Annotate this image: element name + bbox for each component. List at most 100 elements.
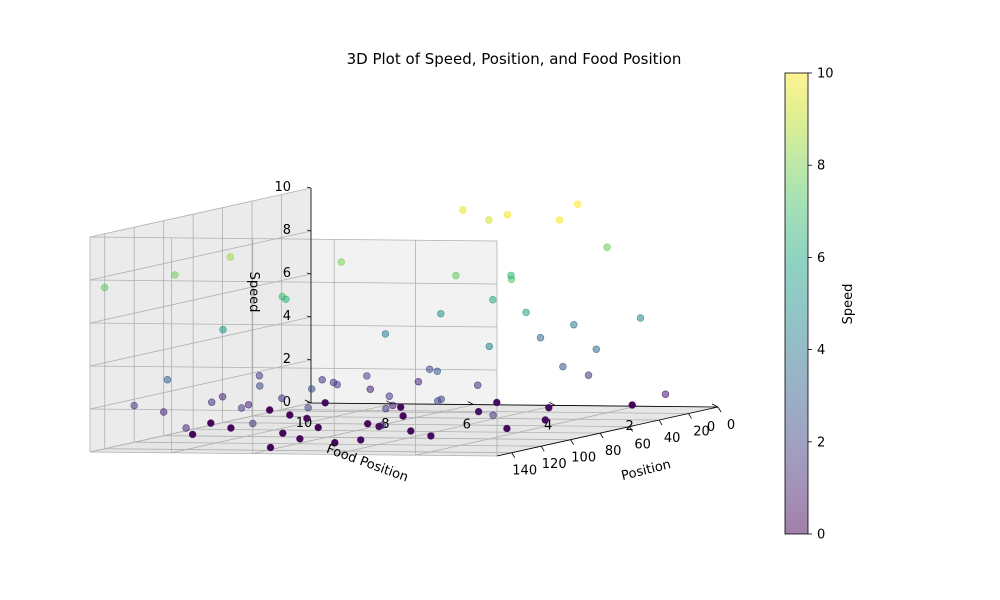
scatter-point	[389, 401, 397, 410]
scatter-point	[318, 376, 326, 384]
x-tick-mark	[570, 439, 575, 445]
scatter-point	[545, 404, 553, 412]
z-tick-label: 0	[283, 395, 291, 410]
y-tick-label: 6	[463, 418, 471, 433]
scatter-point	[256, 382, 264, 390]
scatter-point	[570, 321, 578, 329]
scatter-point	[171, 271, 179, 279]
scatter-point	[366, 385, 374, 393]
gridline-z-left	[89, 279, 498, 285]
scatter-point	[636, 314, 645, 322]
scatter-point	[592, 345, 600, 353]
scatter-point	[507, 271, 515, 280]
scatter-point	[182, 424, 190, 432]
scatter-point	[304, 404, 312, 412]
scatter-point	[188, 430, 197, 439]
x-tick-mark	[658, 419, 663, 426]
scatter-point	[337, 258, 345, 266]
scatter-point	[536, 334, 545, 342]
gridline-x-floor	[222, 422, 630, 427]
scatter-point	[278, 394, 286, 402]
scatter-point	[382, 404, 390, 413]
scatter-point	[279, 429, 287, 437]
scatter-point	[363, 372, 371, 380]
x-tick-mark	[599, 432, 604, 439]
scatter-point	[489, 296, 497, 304]
colorbar: 0 2 4 6 8 10 Speed	[784, 67, 856, 543]
scatter-point	[474, 407, 483, 416]
scatter-point	[303, 414, 311, 423]
scatter-point	[219, 325, 227, 334]
scatter-point	[218, 393, 227, 401]
colorbar-tick-label: 2	[817, 435, 825, 450]
z-tick-label: 6	[283, 266, 291, 281]
x-tick-mark	[540, 445, 545, 452]
x-tick-mark	[688, 413, 692, 419]
gridline-z-left	[89, 236, 498, 242]
scatter-point	[266, 443, 275, 452]
scatter-point	[628, 401, 636, 409]
scatter-point	[459, 206, 467, 214]
gridline-x-floor	[252, 415, 660, 421]
colorbar-label: Speed	[841, 284, 856, 325]
scatter-point	[266, 406, 274, 414]
x-tick-label: 140	[512, 464, 537, 479]
pane-floor	[90, 403, 718, 456]
axes-panes	[90, 188, 718, 456]
z-tick-mark	[306, 229, 312, 232]
scatter-point	[493, 398, 501, 407]
scatter-point	[237, 404, 246, 412]
z-tick-label: 10	[274, 180, 291, 195]
scatter-point	[427, 432, 435, 440]
scatter-point	[555, 216, 564, 224]
scatter-point	[130, 401, 138, 410]
scatter-point	[244, 401, 253, 409]
gridline-y-floor	[334, 405, 556, 455]
colorbar-tick-label: 4	[817, 343, 825, 358]
scatter-point	[314, 423, 322, 432]
gridline-x-floor	[104, 448, 512, 454]
x-axis-label: Position	[620, 457, 673, 484]
scatter-point	[100, 283, 109, 292]
axes-lines	[310, 188, 719, 457]
x-tick-mark	[717, 406, 722, 413]
scatter-point	[381, 330, 390, 338]
scatter-point	[425, 365, 434, 373]
scatter-point	[226, 253, 235, 261]
scatter-point	[503, 211, 512, 219]
gridline-x-floor	[281, 409, 689, 414]
z-tick-label: 8	[283, 223, 291, 238]
scatter-point	[282, 295, 290, 303]
scatter-point	[249, 419, 257, 428]
scatter-point	[160, 408, 168, 416]
z-tick-mark	[306, 186, 312, 189]
x-tick-label: 0	[727, 418, 735, 433]
scatter-points	[100, 200, 670, 452]
gridline-z-left	[89, 322, 498, 328]
scatter-point	[163, 376, 172, 384]
scatter-point	[474, 381, 482, 389]
scatter-point	[503, 424, 511, 433]
x-tick-label: 80	[605, 444, 622, 459]
z-tick-mark	[306, 401, 312, 404]
axis-ticks: 02040608010012014002468100246810	[274, 180, 735, 479]
scatter-point	[255, 372, 264, 380]
scatter-point	[407, 427, 415, 435]
x-tick-label: 40	[664, 431, 681, 446]
scatter-point	[227, 424, 235, 432]
colorbar-tick-label: 8	[817, 159, 825, 174]
z-tick-label: 4	[283, 309, 291, 324]
scatter-point	[437, 310, 445, 318]
scatter-point	[397, 403, 405, 411]
pane-back-right	[90, 188, 311, 452]
z-tick-mark	[306, 315, 312, 318]
scatter-point	[331, 439, 339, 447]
scatter-point	[489, 411, 497, 419]
scatter-point	[559, 362, 567, 371]
colorbar-ticks: 0 2 4 6 8 10	[808, 67, 834, 543]
gridline-x-floor	[163, 435, 571, 441]
scatter-point	[573, 200, 582, 209]
scatter-point	[485, 216, 493, 224]
scatter-point	[603, 243, 611, 251]
